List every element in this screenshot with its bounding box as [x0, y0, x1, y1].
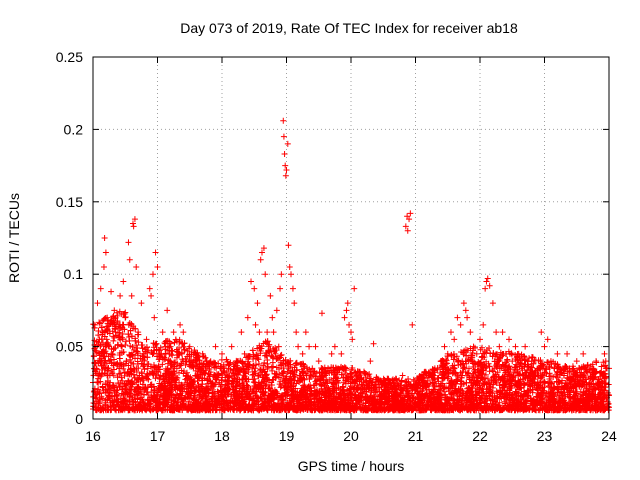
data-point	[122, 342, 129, 349]
data-point	[301, 376, 308, 383]
data-point	[480, 381, 487, 388]
data-point	[261, 359, 268, 366]
data-point	[233, 379, 240, 386]
data-point	[269, 359, 276, 366]
data-point	[99, 384, 106, 391]
data-point	[482, 371, 489, 378]
data-point	[263, 371, 270, 378]
data-point	[266, 349, 273, 356]
data-point	[299, 369, 306, 376]
data-point	[410, 376, 417, 383]
data-point	[145, 347, 152, 354]
data-point	[526, 355, 533, 362]
data-point	[110, 333, 117, 340]
data-point	[313, 370, 320, 377]
data-point	[252, 361, 259, 368]
data-point	[430, 382, 437, 389]
gridlines	[93, 57, 609, 419]
data-point	[176, 369, 183, 376]
data-point	[140, 398, 147, 405]
data-point	[127, 343, 134, 350]
data-point	[159, 361, 166, 368]
data-point	[148, 349, 155, 356]
data-point	[180, 343, 187, 350]
data-point	[598, 363, 605, 370]
data-point	[481, 353, 488, 360]
data-point	[483, 349, 490, 356]
data-point	[134, 395, 141, 402]
chart-title: Day 073 of 2019, Rate Of TEC Index for r…	[180, 20, 518, 36]
data-point	[277, 384, 284, 391]
data-points	[90, 117, 612, 414]
data-point	[191, 347, 198, 354]
data-point	[139, 374, 146, 381]
data-point	[122, 338, 129, 345]
data-point	[119, 336, 126, 343]
data-point	[105, 392, 112, 399]
data-point	[264, 407, 271, 414]
data-point	[362, 399, 369, 406]
data-point	[269, 367, 276, 374]
data-point	[125, 334, 132, 341]
data-point	[214, 388, 221, 395]
data-point	[141, 391, 148, 398]
data-point	[99, 317, 106, 324]
data-point	[152, 375, 159, 382]
data-point	[524, 366, 531, 373]
data-point	[169, 352, 176, 359]
data-point	[141, 366, 148, 373]
data-point	[317, 381, 324, 388]
data-point	[151, 386, 158, 393]
